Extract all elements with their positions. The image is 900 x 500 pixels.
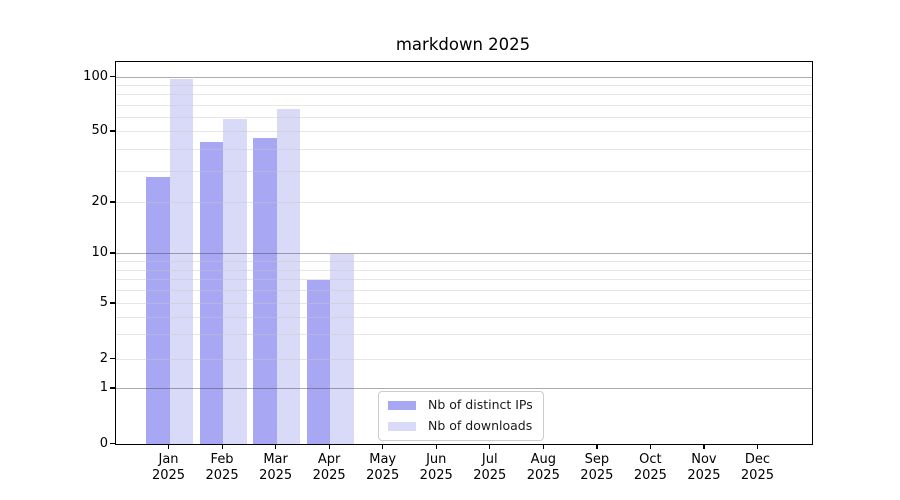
legend: Nb of distinct IPs Nb of downloads bbox=[378, 391, 544, 441]
legend-label: Nb of distinct IPs bbox=[428, 397, 533, 412]
minor-gridline bbox=[116, 131, 812, 133]
y-tick-mark bbox=[110, 252, 115, 254]
y-tick-mark bbox=[110, 201, 115, 203]
y-tick-label-10: 10 bbox=[91, 245, 108, 261]
minor-gridline bbox=[116, 334, 812, 336]
x-tick-mark bbox=[382, 444, 384, 449]
y-tick-label-0: 0 bbox=[99, 435, 108, 451]
major-gridline bbox=[116, 76, 812, 78]
minor-gridline bbox=[116, 279, 812, 281]
minor-gridline bbox=[116, 358, 812, 360]
x-tick-label-jun: Jun 2025 bbox=[419, 452, 453, 483]
x-tick-mark bbox=[649, 444, 652, 449]
x-tick-mark bbox=[756, 444, 759, 449]
x-tick-mark bbox=[703, 444, 705, 449]
x-tick-mark bbox=[489, 444, 491, 449]
minor-gridline bbox=[116, 171, 812, 173]
y-tick-label-1: 1 bbox=[99, 380, 108, 396]
x-tick-mark bbox=[168, 444, 170, 449]
legend-swatch-distinct-ips bbox=[388, 400, 416, 411]
minor-gridline bbox=[116, 202, 812, 204]
x-tick-label-nov: Nov 2025 bbox=[687, 452, 721, 483]
y-tick-label-100: 100 bbox=[83, 68, 108, 84]
y-tick-label-5: 5 bbox=[99, 295, 108, 311]
bar-jan-distinct-ips bbox=[145, 176, 170, 444]
y-tick-label-20: 20 bbox=[91, 194, 108, 210]
x-tick-label-jan: Jan 2025 bbox=[151, 452, 186, 483]
y-tick-mark bbox=[110, 302, 115, 304]
bar-mar-distinct-ips bbox=[253, 138, 277, 444]
y-tick-mark bbox=[110, 387, 115, 389]
chart-title: markdown 2025 bbox=[395, 35, 531, 54]
bar-apr-distinct-ips bbox=[306, 279, 331, 444]
x-tick-label-feb: Feb 2025 bbox=[205, 452, 239, 483]
x-tick-mark bbox=[328, 444, 330, 449]
bar-apr-downloads bbox=[330, 254, 354, 444]
bar-feb-downloads bbox=[223, 118, 247, 444]
x-tick-label-aug: Aug 2025 bbox=[526, 452, 560, 483]
minor-gridline bbox=[116, 269, 812, 271]
minor-gridline bbox=[116, 148, 812, 150]
x-tick-label-mar: Mar 2025 bbox=[259, 452, 293, 483]
x-tick-mark bbox=[435, 444, 437, 449]
minor-gridline bbox=[116, 117, 812, 119]
x-tick-label-jul: Jul 2025 bbox=[473, 452, 507, 483]
bar-mar-downloads bbox=[276, 108, 301, 444]
x-tick-mark bbox=[542, 444, 544, 449]
major-gridline bbox=[116, 388, 812, 390]
x-tick-label-apr: Apr 2025 bbox=[312, 452, 346, 483]
x-tick-mark bbox=[596, 444, 598, 449]
y-tick-mark bbox=[110, 442, 115, 444]
x-tick-mark bbox=[275, 444, 277, 449]
legend-swatch-downloads bbox=[388, 421, 416, 432]
minor-gridline bbox=[116, 316, 812, 318]
y-tick-label-2: 2 bbox=[99, 350, 108, 366]
bar-feb-distinct-ips bbox=[199, 141, 224, 444]
plot-area bbox=[115, 61, 813, 445]
bar-jan-downloads bbox=[169, 79, 194, 444]
x-tick-label-sep: Sep 2025 bbox=[580, 452, 614, 483]
major-gridline bbox=[116, 253, 812, 255]
minor-gridline bbox=[116, 290, 812, 292]
x-tick-mark bbox=[221, 444, 223, 449]
y-tick-label-50: 50 bbox=[91, 123, 108, 139]
y-tick-mark bbox=[110, 357, 115, 359]
minor-gridline bbox=[116, 261, 812, 263]
x-tick-label-may: May 2025 bbox=[366, 452, 400, 483]
minor-gridline bbox=[116, 84, 812, 86]
legend-label: Nb of downloads bbox=[428, 417, 533, 433]
legend-entry: Nb of distinct IPs bbox=[388, 397, 533, 414]
x-tick-label-oct: Oct 2025 bbox=[633, 452, 667, 483]
minor-gridline bbox=[116, 303, 812, 305]
x-tick-label-dec: Dec 2025 bbox=[740, 452, 774, 483]
y-tick-mark bbox=[110, 75, 115, 77]
y-tick-mark bbox=[110, 130, 115, 132]
minor-gridline bbox=[116, 94, 812, 96]
legend-entry: Nb of downloads bbox=[388, 418, 533, 435]
minor-gridline bbox=[116, 104, 812, 106]
